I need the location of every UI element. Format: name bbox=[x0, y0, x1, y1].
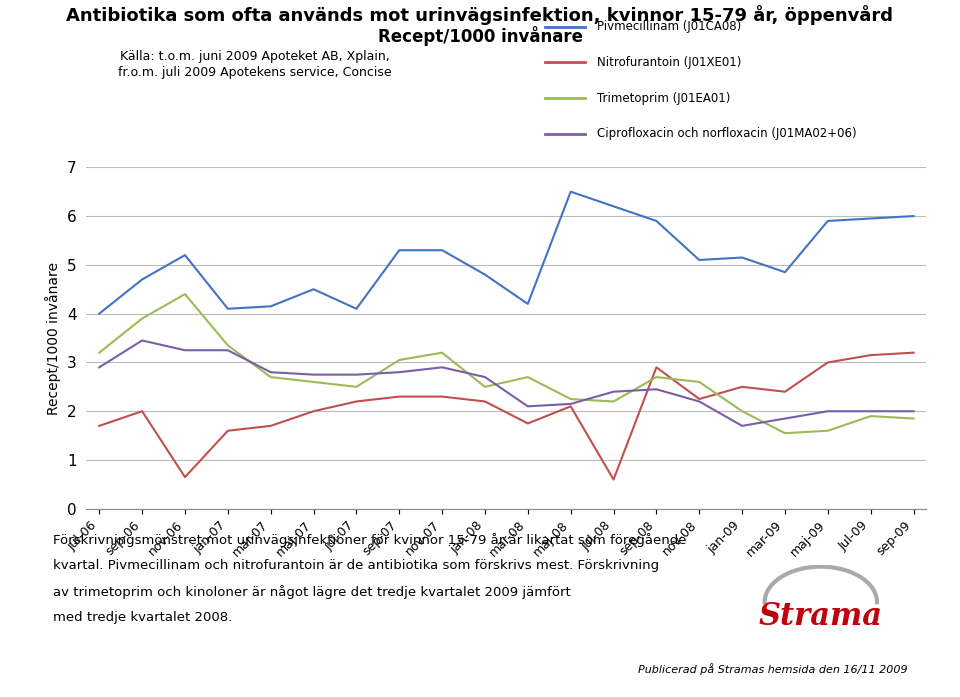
Text: fr.o.m. juli 2009 Apotekens service, Concise: fr.o.m. juli 2009 Apotekens service, Con… bbox=[117, 66, 392, 79]
Text: Strama: Strama bbox=[758, 602, 883, 632]
Text: Förskrivningsmönstret mot urinvägsinfektioner för kvinnor 15-79 år är likartat s: Förskrivningsmönstret mot urinvägsinfekt… bbox=[53, 533, 686, 547]
Y-axis label: Recept/1000 invånare: Recept/1000 invånare bbox=[45, 261, 61, 415]
Text: med tredje kvartalet 2008.: med tredje kvartalet 2008. bbox=[53, 611, 232, 624]
Text: Publicerad på Stramas hemsida den 16/11 2009: Publicerad på Stramas hemsida den 16/11 … bbox=[638, 664, 908, 675]
Text: Ciprofloxacin och norfloxacin (J01MA02+06): Ciprofloxacin och norfloxacin (J01MA02+0… bbox=[596, 128, 856, 140]
Text: kvartal. Pivmecillinam och nitrofurantoin är de antibiotika som förskrivs mest. : kvartal. Pivmecillinam och nitrofurantoi… bbox=[53, 559, 659, 572]
Text: Nitrofurantoin (J01XE01): Nitrofurantoin (J01XE01) bbox=[596, 56, 741, 69]
Text: Antibiotika som ofta används mot urinvägsinfektion, kvinnor 15-79 år, öppenvård: Antibiotika som ofta används mot urinväg… bbox=[66, 5, 894, 25]
Text: Källa: t.o.m. juni 2009 Apoteket AB, Xplain,: Källa: t.o.m. juni 2009 Apoteket AB, Xpl… bbox=[120, 50, 389, 63]
Text: Recept/1000 invånare: Recept/1000 invånare bbox=[377, 26, 583, 46]
Text: Pivmecillinam (J01CA08): Pivmecillinam (J01CA08) bbox=[596, 20, 741, 33]
Text: Trimetoprim (J01EA01): Trimetoprim (J01EA01) bbox=[596, 91, 730, 105]
Text: av trimetoprim och kinoloner är något lägre det tredje kvartalet 2009 jämfört: av trimetoprim och kinoloner är något lä… bbox=[53, 585, 570, 599]
